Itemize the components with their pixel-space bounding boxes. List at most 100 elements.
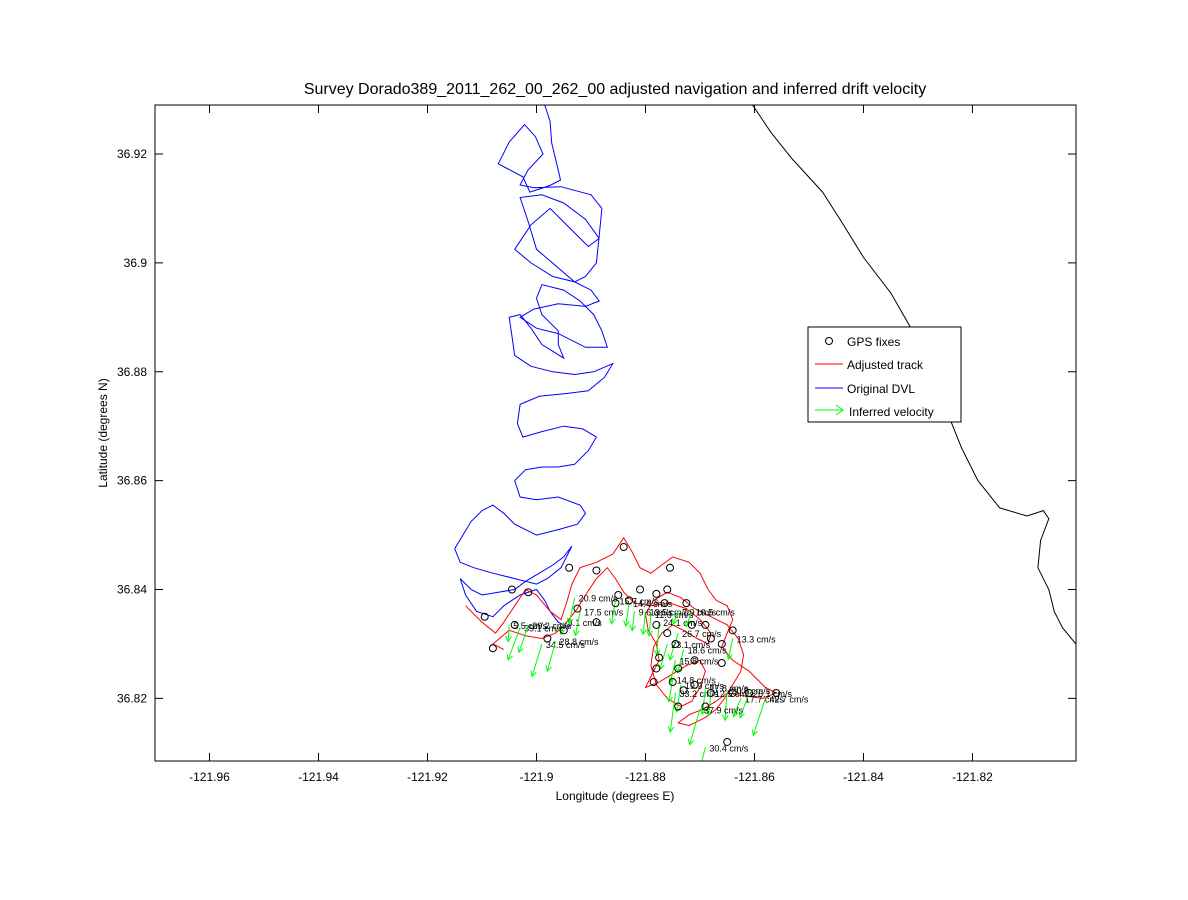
x-tick-label: -121.88 <box>625 770 666 784</box>
velocity-arrow <box>687 709 701 746</box>
velocity-arrow <box>726 638 734 661</box>
original-dvl-line <box>454 105 615 629</box>
velocity-arrow <box>701 747 706 761</box>
gps-fix-marker <box>488 644 497 653</box>
gps-fix-marker <box>663 585 672 594</box>
velocity-label: 10.5 cm/s <box>696 607 736 617</box>
x-tick-label: -121.96 <box>189 770 230 784</box>
y-tick-label: 36.92 <box>117 147 147 161</box>
axes-box <box>154 104 1077 762</box>
velocity-arrow <box>666 679 674 703</box>
gps-fix-marker <box>649 678 658 687</box>
velocity-arrow <box>751 698 766 737</box>
velocity-label: 28.8 cm/s <box>560 637 600 647</box>
y-tick-label: 36.84 <box>117 583 147 597</box>
x-tick-label: -121.9 <box>519 770 553 784</box>
x-axis-label: Longitude (degrees E) <box>556 789 675 803</box>
gps-fixes-layer <box>480 543 781 746</box>
velocity-label: 9.6 cm/s <box>639 607 674 617</box>
gps-fix-marker <box>717 659 726 668</box>
velocity-arrow <box>699 687 707 716</box>
gps-fix-marker <box>674 664 683 673</box>
y-tick-label: 36.86 <box>117 474 147 488</box>
y-tick-label: 36.88 <box>117 365 147 379</box>
velocity-arrow <box>609 600 616 625</box>
gps-fix-marker <box>592 618 601 627</box>
gps-fix-marker <box>592 566 601 575</box>
gps-fix-marker <box>687 620 696 629</box>
velocity-arrow <box>667 692 676 734</box>
coastline <box>752 105 1076 645</box>
velocity-label: 15.7 cm/s <box>620 596 660 606</box>
gps-fix-marker <box>706 688 715 697</box>
adjusted-track-layer <box>465 536 778 727</box>
gps-fix-marker <box>565 563 574 572</box>
velocity-label: 39.1 cm/s <box>524 624 564 634</box>
velocity-label: 30.4 cm/s <box>709 743 749 753</box>
velocity-label: 24.1 cm/s <box>663 618 703 628</box>
gps-fix-marker <box>614 590 623 599</box>
velocity-arrow <box>517 624 529 654</box>
adjusted-track-line <box>465 536 778 727</box>
velocity-arrow <box>732 698 742 718</box>
gps-fix-marker <box>665 563 674 572</box>
velocity-layer: 5.5 cm/s39.1 cm/s29.2 cm/s 34.5 cm/s28.8 … <box>505 594 809 761</box>
velocity-label: 34.5 cm/s <box>546 640 586 650</box>
legend-velocity-arrow <box>815 404 844 416</box>
velocity-arrow <box>738 692 750 719</box>
legend-box <box>807 326 962 423</box>
gps-fix-marker <box>728 688 737 697</box>
x-tick-label: -121.82 <box>952 770 993 784</box>
gps-fix-marker <box>745 688 754 697</box>
chart-title: Survey Dorado389_2011_262_00_262_00 adju… <box>304 81 926 98</box>
velocity-label: 3.1 cm/s <box>568 618 603 628</box>
gps-fix-marker <box>660 599 669 608</box>
gps-fix-marker <box>510 620 519 629</box>
gps-fix-marker <box>507 585 516 594</box>
gps-fix-marker <box>671 639 680 648</box>
legend-gps-marker <box>825 337 833 345</box>
gps-fix-marker <box>543 634 552 643</box>
velocity-arrow <box>629 611 637 632</box>
velocity-label: 26.7 cm/s <box>682 629 722 639</box>
velocity-label: 15.8 cm/s <box>679 656 719 666</box>
velocity-arrow <box>646 613 653 637</box>
gps-fix-marker <box>480 612 489 621</box>
velocity-label: 42.7 cm/s <box>769 694 809 704</box>
gps-fix-marker <box>674 702 683 711</box>
velocity-label: 17.8 cm/s <box>709 684 749 694</box>
x-tick-label: -121.94 <box>298 770 339 784</box>
gps-fix-marker <box>652 589 661 598</box>
gps-fix-marker <box>701 702 710 711</box>
gps-fix-marker <box>690 656 699 665</box>
velocity-arrow <box>573 611 581 637</box>
gps-fix-marker <box>663 629 672 638</box>
velocity-arrow <box>722 690 729 722</box>
y-axis: 36.82 36.84 36.86 36.88 36.9 36.92 <box>117 147 1076 705</box>
velocity-arrow <box>505 624 512 643</box>
velocity-arrow <box>640 611 647 636</box>
velocity-label: 7.9 cm/s <box>682 607 717 617</box>
gps-fix-marker <box>679 686 688 695</box>
gps-fix-marker <box>611 599 620 608</box>
gps-fix-marker <box>655 653 664 662</box>
velocity-label: 23.1 cm/s <box>671 640 711 650</box>
velocity-label: 5.5 cm/s <box>513 621 548 631</box>
x-tick-label: -121.92 <box>407 770 448 784</box>
velocity-label: 33.2 cm/s <box>679 689 719 699</box>
velocity-arrow <box>506 627 521 661</box>
y-axis-label: Latitude (degrees N) <box>96 378 110 487</box>
x-axis: -121.96 -121.94 -121.92 -121.9 -121.88 -121.8… <box>189 105 993 784</box>
gps-fix-marker <box>636 585 645 594</box>
velocity-arrow <box>566 597 576 625</box>
gps-fix-marker <box>652 664 661 673</box>
velocity-label: 18.6 cm/s <box>688 645 728 655</box>
y-tick-label: 36.9 <box>124 256 148 270</box>
gps-fix-marker <box>682 599 691 608</box>
original-dvl-layer <box>454 105 615 629</box>
legend-velocity-label: Inferred velocity <box>849 405 934 419</box>
velocity-arrow <box>671 611 679 626</box>
velocity-label: 17.5 cm/s <box>584 607 624 617</box>
gps-fix-marker <box>573 604 582 613</box>
